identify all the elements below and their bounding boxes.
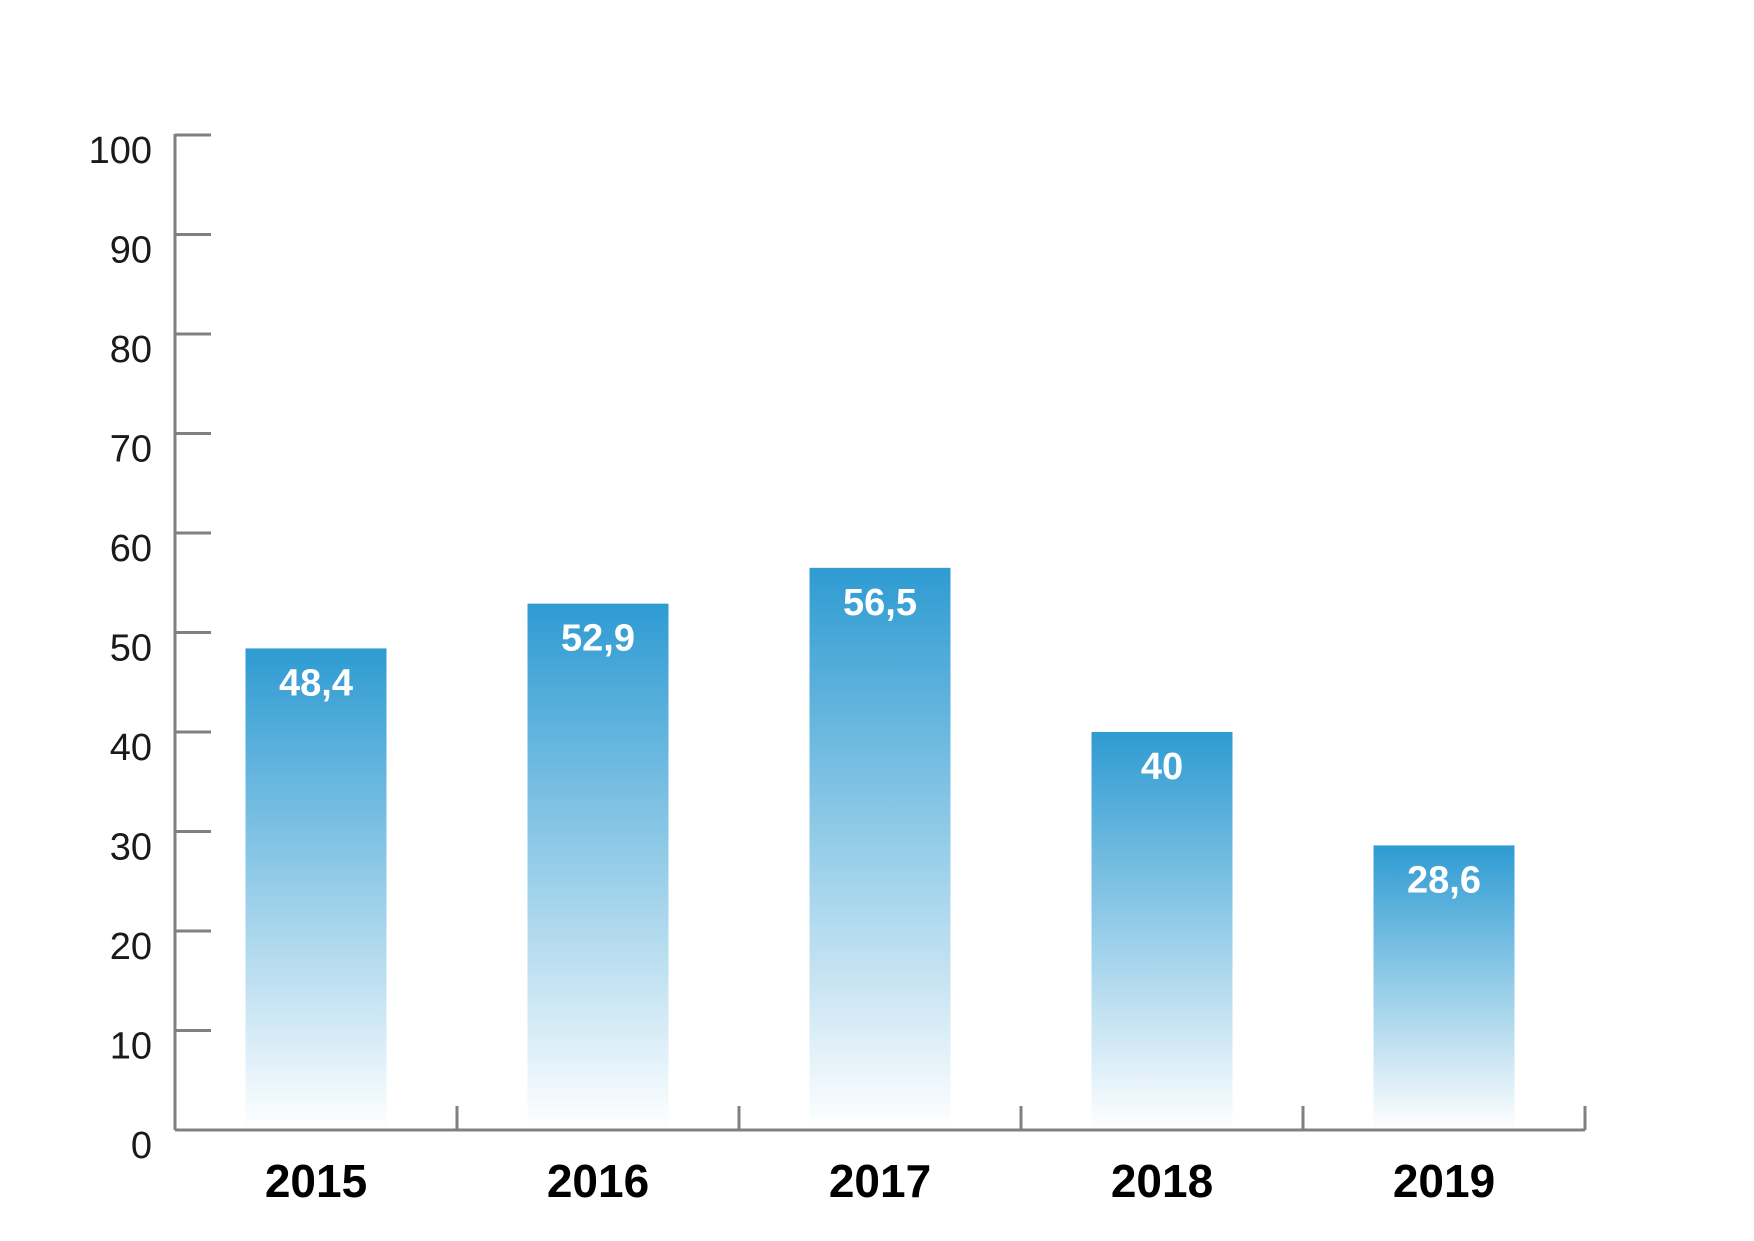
x-tick-label-2019: 2019 — [1393, 1155, 1495, 1207]
data-label-2015: 48,4 — [279, 662, 353, 704]
bar-2015 — [245, 648, 387, 1130]
y-tick-label-20: 20 — [110, 926, 152, 968]
bar-2019 — [1373, 845, 1515, 1130]
bar-2017 — [809, 567, 951, 1130]
data-label-2016: 52,9 — [561, 618, 635, 660]
y-tick-label-10: 10 — [110, 1026, 152, 1068]
bar-2018 — [1091, 732, 1233, 1130]
x-tick-label-2015: 2015 — [265, 1155, 367, 1207]
y-tick-label-70: 70 — [110, 429, 152, 471]
axes — [173, 133, 1587, 1132]
x-tick-label-2017: 2017 — [829, 1155, 931, 1207]
y-tick-label-100: 100 — [89, 130, 152, 172]
y-tick-label-30: 30 — [110, 827, 152, 869]
y-tick-label-40: 40 — [110, 727, 152, 769]
bar-2016 — [527, 603, 669, 1130]
data-label-2018: 40 — [1141, 746, 1183, 788]
y-tick-label-0: 0 — [131, 1125, 152, 1167]
y-tick-label-80: 80 — [110, 329, 152, 371]
bars-layer — [245, 567, 1515, 1130]
y-tick-label-60: 60 — [110, 528, 152, 570]
data-label-2017: 56,5 — [843, 582, 917, 624]
x-tick-label-2018: 2018 — [1111, 1155, 1213, 1207]
y-tick-label-50: 50 — [110, 628, 152, 670]
data-label-2019: 28,6 — [1407, 859, 1481, 901]
x-tick-label-2016: 2016 — [547, 1155, 649, 1207]
labels-layer: 48,4 2015 52,9 2016 56,5 2017 40 2018 28,6 2019 0 1… — [89, 130, 1496, 1207]
y-tick-label-90: 90 — [110, 230, 152, 272]
